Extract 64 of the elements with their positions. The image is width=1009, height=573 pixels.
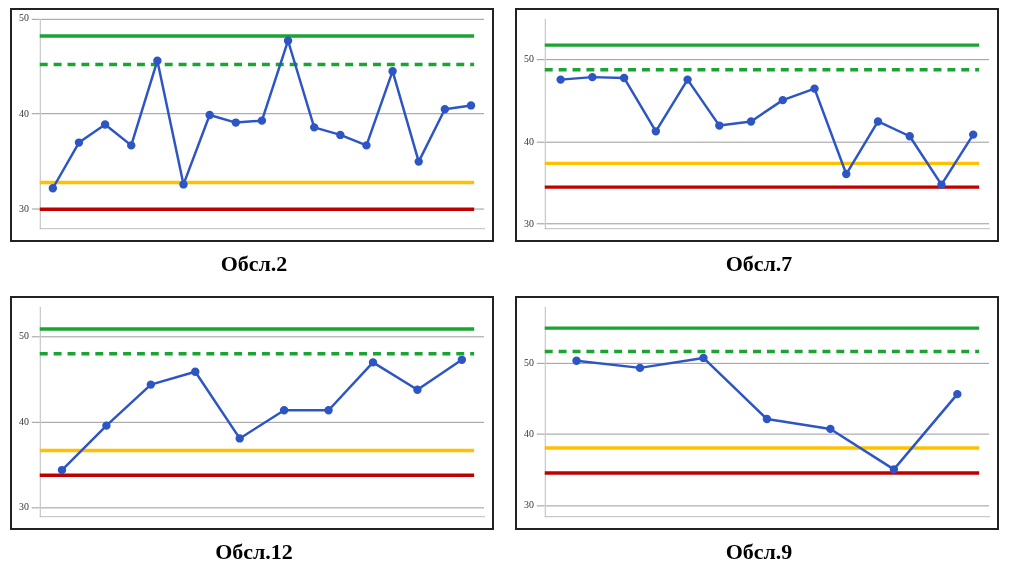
point (414, 157, 423, 166)
point (102, 421, 111, 430)
y-tick-label: 40 (18, 415, 29, 427)
point (324, 406, 333, 415)
point (905, 132, 914, 141)
point (336, 130, 345, 140)
point (309, 123, 319, 132)
point (231, 118, 240, 127)
point (100, 120, 110, 129)
point (235, 434, 244, 443)
point (635, 363, 645, 373)
point (146, 380, 156, 389)
point (556, 75, 565, 84)
point (48, 184, 58, 193)
point (842, 169, 851, 179)
y-tick-label: 40 (523, 135, 534, 147)
point (889, 465, 899, 474)
y-tick-label: 30 (18, 501, 29, 513)
point (153, 56, 162, 65)
text: Обсл.2 (219, 251, 289, 276)
y-tick-label: 40 (523, 428, 534, 440)
point (74, 138, 84, 147)
point (57, 465, 67, 475)
point (937, 180, 946, 189)
point (619, 73, 629, 83)
text: Обсл.9 (724, 539, 794, 564)
point (762, 414, 772, 424)
point (283, 36, 293, 45)
point (388, 67, 397, 76)
point (279, 406, 289, 415)
point (873, 117, 883, 126)
y-tick-label: 50 (523, 357, 534, 369)
y-tick-label: 50 (523, 53, 534, 65)
y-tick-label: 40 (18, 107, 29, 119)
point (699, 353, 708, 363)
point (127, 141, 136, 150)
point (968, 130, 978, 139)
point (368, 358, 378, 367)
y-tick-label: 50 (18, 330, 29, 342)
point (466, 101, 476, 110)
point (715, 121, 724, 130)
text: Обсл.7 (724, 251, 794, 276)
point (257, 116, 267, 125)
point (746, 117, 756, 126)
point (413, 385, 422, 394)
y-tick-label: 30 (523, 217, 534, 229)
point (362, 141, 371, 150)
point (683, 75, 692, 84)
point (651, 127, 661, 136)
point (953, 389, 962, 399)
point (440, 105, 450, 114)
point (588, 72, 597, 82)
y-tick-label: 30 (18, 202, 29, 214)
point (572, 356, 581, 365)
text: Обсл.12 (214, 539, 294, 564)
point (778, 95, 787, 105)
point (205, 110, 214, 120)
point (179, 180, 188, 189)
y-tick-label: 30 (523, 499, 534, 511)
point (191, 367, 200, 376)
point (457, 355, 467, 365)
y-tick-label: 50 (18, 12, 29, 24)
point (810, 84, 819, 93)
point (826, 424, 835, 434)
